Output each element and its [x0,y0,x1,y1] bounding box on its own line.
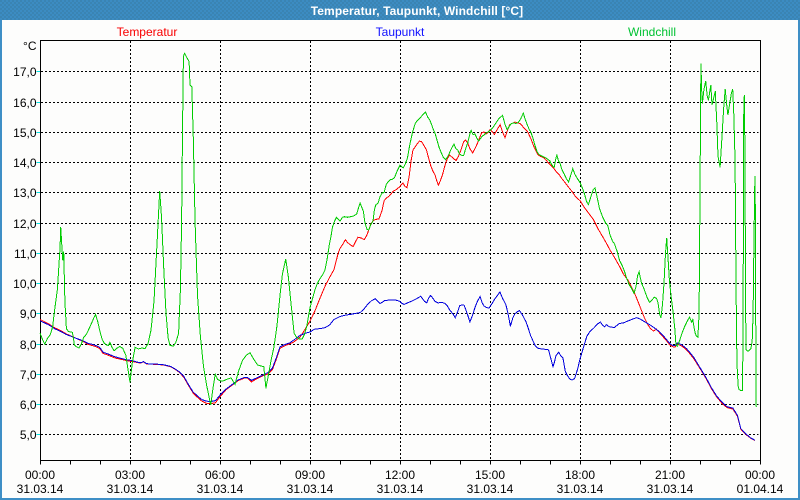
svg-text:6,0: 6,0 [20,398,37,412]
svg-text:00:00: 00:00 [745,468,775,482]
svg-text:Windchill: Windchill [628,25,676,39]
svg-text:31.03.14: 31.03.14 [17,482,64,496]
svg-text:10,0: 10,0 [13,277,37,291]
svg-text:5,0: 5,0 [20,428,37,442]
svg-text:11,0: 11,0 [14,247,37,261]
svg-text:°C: °C [23,39,37,53]
svg-text:21:00: 21:00 [655,468,685,482]
svg-text:00:00: 00:00 [25,468,55,482]
svg-text:31.03.14: 31.03.14 [557,482,604,496]
svg-text:31.03.14: 31.03.14 [107,482,154,496]
svg-text:03:00: 03:00 [115,468,145,482]
svg-text:7,0: 7,0 [20,368,37,382]
svg-text:15:00: 15:00 [475,468,505,482]
svg-text:31.03.14: 31.03.14 [467,482,514,496]
svg-text:17,0: 17,0 [13,65,37,79]
svg-text:12,0: 12,0 [13,217,37,231]
svg-text:14,0: 14,0 [13,156,37,170]
svg-text:31.03.14: 31.03.14 [287,482,334,496]
svg-text:8,0: 8,0 [20,338,37,352]
svg-text:18:00: 18:00 [565,468,595,482]
svg-text:15,0: 15,0 [13,126,37,140]
svg-text:Temperatur: Temperatur [117,25,178,39]
svg-text:31.03.14: 31.03.14 [197,482,244,496]
svg-text:09:00: 09:00 [295,468,325,482]
svg-text:12:00: 12:00 [385,468,415,482]
svg-text:13,0: 13,0 [13,186,37,200]
svg-text:01.04.14: 01.04.14 [737,482,784,496]
svg-text:06:00: 06:00 [205,468,235,482]
svg-text:31.03.14: 31.03.14 [377,482,424,496]
svg-text:Taupunkt: Taupunkt [376,25,425,39]
svg-text:16,0: 16,0 [13,96,37,110]
svg-text:9,0: 9,0 [20,307,37,321]
svg-text:31.03.14: 31.03.14 [647,482,694,496]
